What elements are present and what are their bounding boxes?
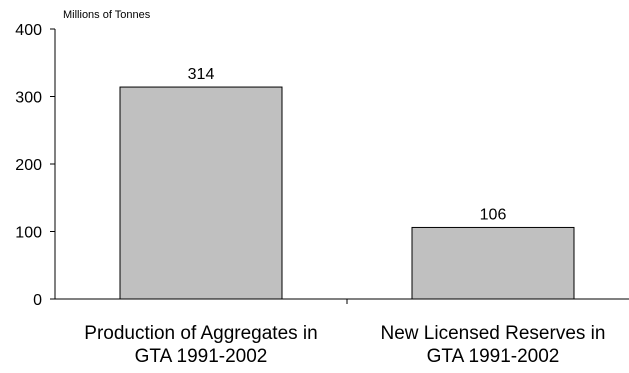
y-tick-label: 0: [33, 292, 42, 309]
data-labels: 314 106: [188, 66, 507, 223]
bar: [119, 86, 283, 300]
bar: [411, 226, 575, 300]
y-unit-label: Millions of Tonnes: [63, 9, 151, 21]
y-axis-ticks: 0 100 200 300 400: [15, 22, 55, 309]
bar-value-label: 314: [188, 66, 215, 83]
y-tick-label: 200: [15, 157, 42, 174]
x-category-label: New Licensed Reserves in GTA 1991-2002: [381, 323, 606, 367]
bar-value-label: 106: [480, 206, 507, 223]
category-labels: Production of Aggregates in GTA 1991-2002…: [84, 323, 605, 367]
y-tick-label: 300: [15, 90, 42, 107]
y-tick-label: 400: [15, 22, 42, 39]
bars: [119, 86, 575, 300]
y-tick-label: 100: [15, 225, 42, 242]
x-category-label: Production of Aggregates in GTA 1991-2002: [84, 323, 317, 367]
